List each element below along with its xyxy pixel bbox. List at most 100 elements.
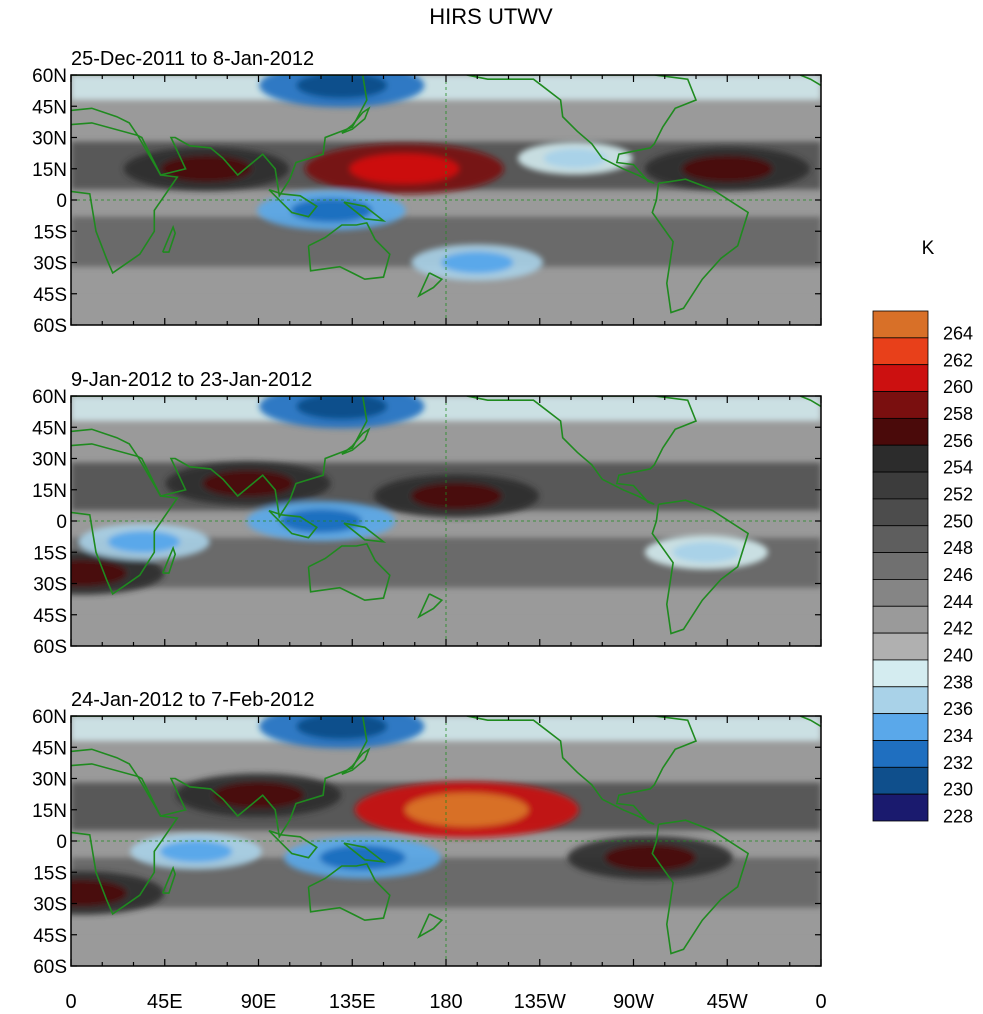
- y-tick-label: 0: [56, 191, 67, 212]
- y-tick-label: 15S: [33, 863, 67, 884]
- coastline-10: [161, 545, 177, 574]
- coastline-0: [71, 763, 179, 916]
- feature-high-core: [160, 155, 252, 182]
- x-tick-label: 180: [429, 991, 462, 1013]
- coastlines: [71, 396, 821, 635]
- feature-low-core: [290, 198, 373, 223]
- x-tick-label: 0: [815, 991, 826, 1013]
- colorbar-tick-label: 250: [943, 511, 973, 531]
- feature-low-core: [296, 396, 388, 420]
- y-tick-label: 0: [56, 512, 67, 533]
- colorbar-box: [872, 552, 929, 580]
- colorbar-tick-label: 258: [943, 404, 973, 424]
- colorbar-tick-label: 260: [943, 377, 973, 397]
- coastline-10: [161, 865, 177, 894]
- colorbar-tick-label: 248: [943, 538, 973, 558]
- coastlines: [71, 716, 821, 955]
- colorbar-box: [872, 310, 929, 339]
- coastline-8: [341, 106, 371, 135]
- utwv-field: [71, 716, 821, 966]
- colorbar-tick-label: 246: [943, 565, 973, 585]
- y-tick-label: 15N: [32, 481, 67, 502]
- feature-low-core: [159, 840, 233, 863]
- y-tick-label: 30S: [33, 254, 67, 275]
- coastline-4: [651, 819, 750, 955]
- panel-title: 24-Jan-2012 to 7-Feb-2012: [71, 689, 315, 711]
- y-tick-label: 15N: [32, 160, 67, 181]
- coastline-9: [417, 913, 444, 939]
- colorbar-box: [872, 444, 929, 473]
- coastline-9: [417, 272, 444, 298]
- colorbar-tick-label: 242: [943, 619, 973, 639]
- y-tick-label: 15S: [33, 222, 67, 243]
- y-tick-label: 30N: [32, 450, 67, 471]
- coastline-8: [341, 427, 371, 456]
- colorbar-box: [872, 579, 929, 607]
- coastline-6: [268, 188, 318, 218]
- colorbar-tick-label: 244: [943, 592, 973, 612]
- colorbar-box: [872, 793, 929, 822]
- coastline-6: [268, 509, 318, 539]
- feature-high-core: [604, 844, 696, 871]
- utwv-field: [71, 396, 821, 646]
- y-tick-label: 60S: [33, 637, 67, 658]
- y-tick-label: 30N: [32, 129, 67, 150]
- y-tick-label: 60S: [33, 957, 67, 978]
- feature-low-core: [543, 148, 607, 169]
- y-tick-label: 60S: [33, 316, 67, 337]
- figure-title: HIRS UTWV: [429, 4, 553, 29]
- colorbar-box: [872, 766, 929, 795]
- colorbar-box: [872, 659, 929, 688]
- x-tick-label: 45E: [147, 991, 183, 1013]
- y-tick-label: 0: [56, 832, 67, 853]
- colorbar-tick-label: 254: [943, 458, 973, 478]
- y-tick-label: 60N: [32, 66, 67, 87]
- x-tick-label: 135E: [329, 991, 376, 1013]
- y-tick-label: 60N: [32, 707, 67, 728]
- y-tick-label: 30N: [32, 770, 67, 791]
- colorbar-box: [872, 498, 929, 527]
- field-features: [123, 75, 810, 281]
- y-tick-label: 60N: [32, 387, 67, 408]
- y-tick-label: 15N: [32, 801, 67, 822]
- colorbar-tick-label: 230: [943, 780, 973, 800]
- x-tick-label: 135W: [514, 991, 566, 1013]
- colorbar-box: [872, 713, 929, 741]
- x-tick-label: 45W: [707, 991, 748, 1013]
- feature-high-core: [410, 482, 502, 510]
- coastline-7: [343, 201, 387, 222]
- x-tick-label: 90E: [241, 991, 277, 1013]
- coastline-1: [71, 716, 368, 840]
- coastline-4: [651, 499, 750, 635]
- coastline-3: [466, 716, 698, 826]
- field-features: [71, 716, 733, 915]
- colorbar-tick-label: 240: [943, 646, 973, 666]
- colorbar-tick-label: 228: [943, 807, 973, 827]
- y-tick-label: 30S: [33, 575, 67, 596]
- coastlines: [71, 75, 821, 314]
- colorbar-tick-label: 256: [943, 431, 973, 451]
- y-tick-label: 45S: [33, 926, 67, 947]
- coastline-9: [417, 593, 444, 619]
- feature-high-core: [681, 155, 773, 182]
- field-features: [71, 396, 769, 595]
- coastline-5: [799, 716, 821, 728]
- colorbar-tick-label: 232: [943, 753, 973, 773]
- colorbar-tick-label: 264: [943, 323, 973, 343]
- feature-high-core: [71, 880, 127, 907]
- coastline-7: [343, 842, 387, 863]
- feature-low-core: [296, 716, 388, 740]
- x-tick-label: 90W: [613, 991, 654, 1013]
- feature-low-core: [107, 530, 181, 553]
- feature-low-core: [441, 251, 514, 274]
- coastline-0: [71, 122, 179, 275]
- feature-low-core: [296, 75, 388, 99]
- colorbar-box: [872, 686, 929, 715]
- coastline-5: [799, 396, 821, 408]
- colorbar-tick-label: 252: [943, 484, 973, 504]
- colorbar-box: [872, 391, 929, 419]
- coastline-5: [799, 75, 821, 87]
